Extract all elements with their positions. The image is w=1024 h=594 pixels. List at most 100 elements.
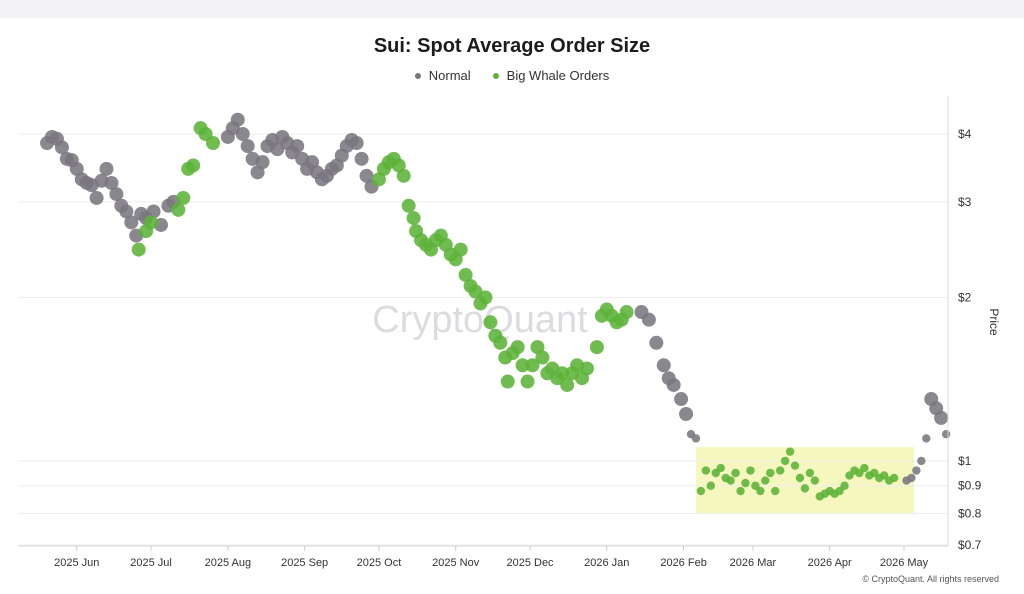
y-axis-label: Price — [987, 308, 1001, 336]
y-tick-label: $0.8 — [958, 507, 982, 521]
normal-point — [349, 136, 364, 151]
legend-marker-big-whale-orders — [492, 72, 499, 79]
normal-point — [99, 161, 114, 176]
big-whale-order-point — [780, 456, 790, 466]
normal-point — [354, 151, 369, 166]
big-whale-order-point — [706, 481, 716, 490]
big-whale-order-point — [771, 486, 780, 496]
big-whale-order-point — [371, 172, 386, 187]
x-tick-label: 2025 Jul — [130, 557, 172, 569]
big-whale-order-point — [500, 374, 515, 389]
big-whale-order-point — [515, 358, 530, 373]
big-whale-order-point — [751, 481, 760, 490]
big-whale-order-point — [889, 473, 899, 483]
big-whale-order-point — [810, 476, 820, 485]
y-tick-label: $0.7 — [958, 538, 982, 552]
x-tick-label: 2026 Feb — [660, 557, 706, 569]
big-whale-order-point — [406, 211, 421, 226]
normal-point — [917, 456, 926, 466]
big-whale-order-point — [478, 290, 493, 305]
big-whale-order-point — [176, 190, 191, 205]
big-whale-order-point — [171, 202, 186, 217]
normal-point — [109, 187, 124, 202]
big-whale-order-point — [731, 468, 740, 478]
normal-point — [290, 139, 305, 154]
big-whale-order-point — [741, 478, 750, 488]
normal-point — [89, 190, 104, 205]
x-tick-label: 2026 Mar — [730, 557, 777, 569]
normal-point — [674, 392, 689, 407]
big-whale-order-point — [560, 377, 575, 392]
big-whale-order-point — [726, 476, 735, 485]
big-whale-order-point — [756, 486, 765, 496]
big-whale-order-point — [510, 340, 525, 355]
big-whale-order-point — [835, 486, 844, 496]
normal-point — [941, 429, 951, 439]
big-whale-order-point — [775, 466, 785, 475]
normal-point — [240, 139, 255, 154]
big-whale-order-point — [396, 168, 411, 183]
big-whale-order-point — [525, 358, 540, 373]
y-tick-label: $4 — [958, 127, 972, 141]
big-whale-order-point — [589, 340, 604, 355]
big-whale-order-point — [555, 366, 570, 381]
big-whale-order-point — [860, 463, 869, 473]
big-whale-order-point — [840, 481, 849, 490]
x-tick-label: 2026 May — [880, 557, 929, 569]
y-tick-label: $0.9 — [958, 479, 982, 493]
big-whale-order-point — [696, 486, 706, 496]
big-whale-order-point — [805, 468, 815, 478]
legend-label-big-whale-orders: Big Whale Orders — [506, 68, 610, 83]
normal-point — [691, 434, 701, 443]
legend-item-big-whale-orders[interactable]: Big Whale Orders — [492, 68, 610, 83]
normal-point — [146, 204, 161, 219]
big-whale-order-point — [736, 486, 745, 496]
x-tick-label: 2026 Jan — [584, 557, 629, 569]
x-tick-label: 2025 Dec — [506, 557, 554, 569]
big-whale-order-point — [453, 242, 468, 257]
big-whale-order-point — [186, 158, 201, 173]
normal-point — [934, 410, 949, 425]
big-whale-order-point — [530, 340, 545, 355]
x-tick-label: 2026 Apr — [808, 557, 852, 569]
big-whale-order-point — [795, 473, 805, 483]
big-whale-order-point — [761, 476, 770, 485]
big-whale-order-point — [766, 468, 775, 478]
normal-point — [666, 377, 681, 392]
big-whale-order-point — [701, 466, 711, 475]
y-tick-label: $3 — [958, 195, 972, 209]
legend-item-normal[interactable]: Normal — [414, 68, 471, 83]
big-whale-order-point — [785, 447, 795, 456]
normal-point — [69, 161, 84, 176]
normal-point — [649, 335, 664, 350]
big-whale-order-point — [458, 267, 473, 282]
y-tick-label: $1 — [958, 454, 972, 468]
normal-point — [359, 168, 374, 183]
legend-label-normal: Normal — [428, 68, 471, 83]
big-whale-order-point — [483, 315, 498, 330]
big-whale-order-point — [401, 198, 416, 213]
legend: Normal Big Whale Orders — [0, 68, 1024, 83]
normal-point — [907, 473, 916, 483]
normal-point — [54, 140, 69, 155]
normal-point — [255, 155, 270, 170]
chart-title: Sui: Spot Average Order Size — [373, 35, 651, 57]
normal-point — [104, 175, 119, 190]
big-whale-order-point — [716, 463, 725, 473]
normal-point — [679, 407, 694, 422]
x-axis-ticks: 2025 Jun 2025 Jul 2025 Aug 2025 Sep 2025 Oct… — [54, 546, 929, 569]
big-whale-order-point — [579, 361, 594, 376]
normal-point — [124, 215, 139, 230]
legend-marker-normal — [414, 72, 421, 79]
x-tick-label: 2025 Aug — [205, 557, 252, 569]
x-tick-label: 2025 Nov — [432, 557, 480, 569]
big-whale-order-point — [493, 335, 508, 350]
x-tick-label: 2025 Oct — [357, 557, 402, 569]
big-whale-order-point — [746, 466, 755, 475]
y-tick-label: $2 — [958, 290, 972, 304]
top-bar — [0, 0, 1024, 18]
big-whale-order-point — [619, 305, 634, 320]
normal-point — [912, 466, 921, 475]
big-whale-order-point — [144, 215, 159, 230]
